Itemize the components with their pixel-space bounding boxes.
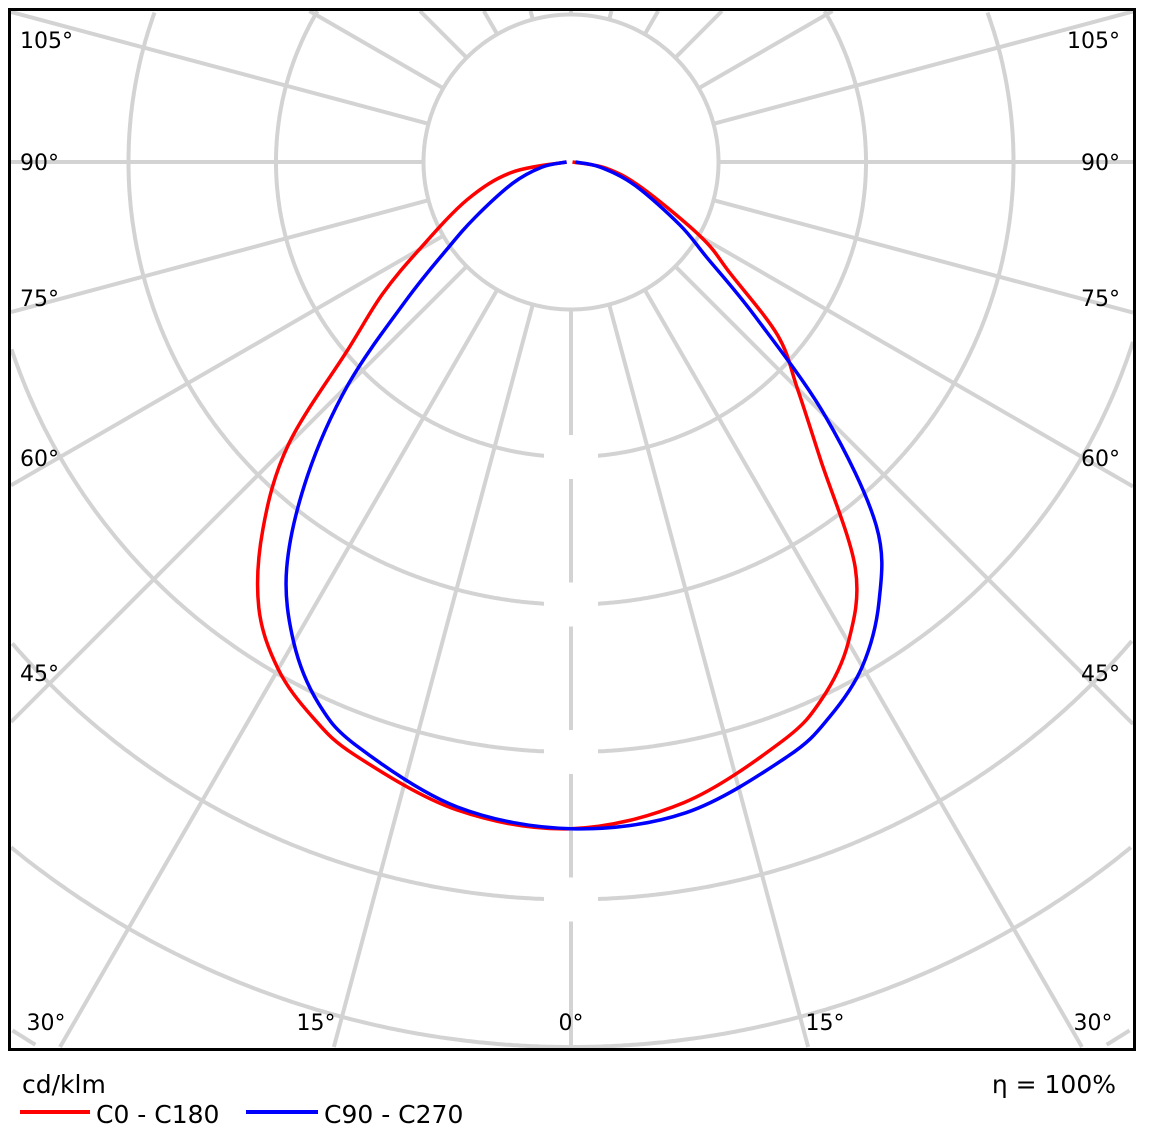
angle-label: 30° (27, 1011, 66, 1036)
grid-spoke (607, 303, 811, 1048)
left-angle-labels: 105° 90° 75° 60° 45° (20, 29, 73, 687)
angle-label: 15° (297, 1011, 336, 1036)
angle-label: 105° (1067, 29, 1120, 54)
grid-ring (126, 11, 1016, 607)
right-angle-labels: 105° 90° 75° 60° 45° (1067, 29, 1120, 687)
grid-spoke (673, 9, 724, 60)
grid-spoke (9, 264, 469, 724)
angle-label: 30° (1074, 1011, 1113, 1036)
ring-label-gap (544, 877, 598, 922)
grid-spoke (712, 9, 1134, 126)
grid-spoke (418, 9, 469, 60)
grid-spoke (607, 10, 614, 21)
legend: C0 - C180 C90 - C270 (20, 1100, 463, 1129)
angle-label: 105° (20, 29, 73, 54)
bottom-angle-labels: 30° 15° 0° 15° 30° (27, 1011, 1113, 1036)
grid-spoke (331, 303, 535, 1048)
grid-ring (11, 1028, 1131, 1047)
angle-label: 45° (1081, 662, 1120, 687)
grid-ring (421, 12, 721, 312)
angle-label: 60° (20, 447, 59, 472)
grid-spoke (308, 9, 445, 90)
grid-spoke (643, 10, 660, 36)
plot-frame (8, 8, 1136, 1051)
grid-spoke (482, 9, 499, 36)
curve-c0-c180 (255, 160, 859, 831)
ring-label-gap (544, 730, 598, 774)
unit-label: cd/klm (22, 1070, 106, 1099)
grid-spoke (528, 10, 535, 21)
legend-label: C0 - C180 (96, 1100, 219, 1129)
efficiency-label: η = 100% (992, 1070, 1116, 1099)
curves (255, 160, 884, 831)
polar-grid (9, 9, 1135, 1049)
angle-label: 90° (20, 151, 59, 176)
grid-spoke (10, 198, 430, 314)
grid-spoke (9, 234, 445, 488)
angle-label: 75° (20, 287, 59, 312)
angle-label: 0° (559, 1011, 584, 1036)
ring-label-gap (544, 435, 598, 479)
grid-spoke (673, 264, 1135, 726)
grid-spoke (10, 10, 430, 126)
grid-spoke (712, 198, 1134, 315)
legend-label: C90 - C270 (324, 1100, 463, 1129)
angle-label: 45° (20, 662, 59, 687)
angle-label: 75° (1081, 287, 1120, 312)
angle-label: 60° (1081, 447, 1120, 472)
ring-label-gap (544, 582, 598, 627)
grid-spoke (697, 234, 1135, 489)
grid-spoke (697, 9, 834, 90)
angle-label: 15° (806, 1011, 845, 1036)
curve-c90-c270 (284, 160, 884, 831)
angle-label: 90° (1081, 151, 1120, 176)
